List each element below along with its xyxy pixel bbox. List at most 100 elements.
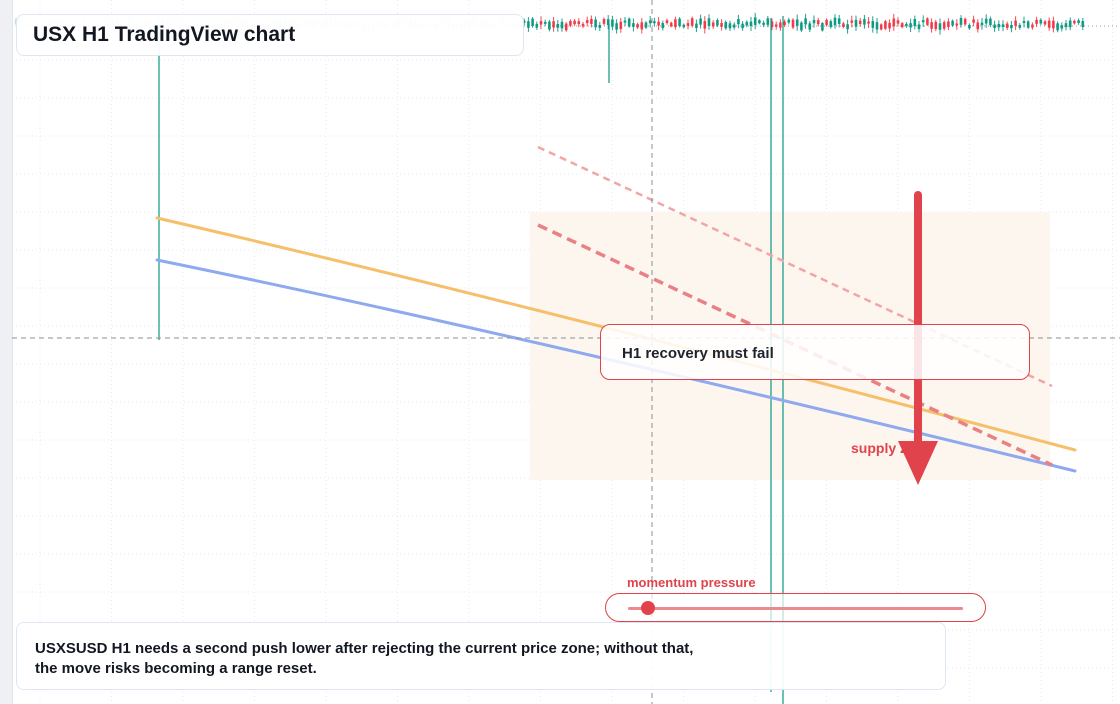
momentum-track-line: [628, 607, 963, 610]
candle-body: [934, 21, 938, 30]
candle-body: [753, 17, 757, 25]
candle-body: [980, 22, 984, 26]
candle-body: [779, 22, 782, 28]
candle-body: [951, 20, 954, 26]
candle-body: [812, 19, 816, 24]
candle-body: [758, 20, 761, 24]
candle-body: [833, 17, 837, 26]
supply-zone-label: supply zone: [851, 440, 932, 456]
candle-body: [774, 24, 778, 27]
candle-body: [787, 19, 791, 23]
trendline-lower: [537, 223, 1053, 467]
chart-title: USX H1 TradingView chart: [16, 14, 524, 56]
candle-body: [564, 23, 568, 31]
candle-body: [615, 23, 618, 30]
candle-body: [602, 18, 606, 24]
candle-body: [581, 23, 585, 27]
candle-body: [682, 24, 686, 28]
candle-body: [1018, 24, 1022, 28]
candle-body: [770, 21, 774, 28]
candle-body: [1064, 23, 1068, 28]
candle-body: [871, 20, 875, 28]
candle-body: [560, 21, 564, 29]
candle-body: [984, 18, 988, 24]
candle-body: [850, 20, 854, 23]
candle-body: [867, 21, 870, 24]
candle-body: [900, 23, 904, 28]
bearish-arrow-head: [898, 441, 938, 485]
candle-body: [884, 21, 887, 29]
candle-body: [829, 21, 833, 28]
candle-body: [632, 23, 635, 27]
candle-body: [640, 22, 644, 30]
recovery-callout: H1 recovery must fail: [600, 324, 1030, 380]
candle-body: [808, 23, 812, 30]
candle-body: [997, 23, 1001, 28]
candle-body: [1043, 21, 1047, 25]
candle-body: [14, 19, 18, 25]
candle-body: [947, 21, 950, 27]
candle-body: [577, 21, 581, 25]
candle-body: [968, 24, 971, 29]
candle-body: [686, 23, 690, 26]
candle-body: [1010, 25, 1013, 29]
candle-body: [531, 18, 534, 27]
candle-body: [669, 22, 673, 27]
candle-body: [804, 18, 807, 25]
candle-body: [552, 21, 555, 28]
candle-body: [1081, 21, 1085, 27]
candle-body: [959, 18, 963, 25]
candle-body: [665, 20, 669, 24]
candle-body: [783, 21, 786, 25]
candle-body: [695, 23, 698, 29]
candle-body: [930, 22, 933, 29]
candle-body: [905, 23, 908, 27]
candle-body: [926, 18, 929, 25]
left-toolbar-rail: [0, 0, 13, 704]
candle-body: [921, 20, 925, 23]
candle-body: [678, 18, 681, 26]
candle-body: [1047, 20, 1051, 28]
candle-body: [657, 21, 660, 26]
candle-body: [837, 18, 841, 24]
candle-body: [1031, 24, 1034, 28]
candle-body: [1052, 20, 1055, 29]
candle-body: [762, 22, 765, 25]
candle-body: [674, 19, 677, 27]
candle-body: [728, 23, 732, 29]
candle-body: [879, 24, 883, 30]
candle-body: [917, 24, 921, 29]
candle-body: [942, 22, 946, 29]
candle-body: [594, 19, 597, 28]
momentum-knob[interactable]: [641, 601, 656, 615]
candle-body: [648, 20, 652, 24]
candle-body: [741, 23, 744, 29]
candle-body: [888, 22, 891, 29]
candle-body: [732, 24, 736, 28]
candle-body: [800, 22, 803, 31]
candle-body: [556, 23, 560, 28]
candle-body: [976, 22, 980, 30]
candle-body: [1068, 20, 1072, 28]
candle-body: [875, 22, 879, 30]
momentum-slider[interactable]: [605, 593, 986, 622]
candle-body: [543, 21, 547, 24]
candle-body: [585, 20, 589, 24]
candle-body: [749, 21, 753, 27]
candle-body: [972, 19, 975, 23]
candle-body: [522, 20, 526, 23]
candle-body: [1026, 21, 1030, 28]
moving-average-fast: [155, 258, 1077, 473]
candle-body: [766, 18, 770, 25]
candle-body: [690, 18, 694, 26]
candle-body: [611, 19, 614, 27]
candle-body: [590, 18, 593, 25]
candle-body: [791, 19, 795, 28]
candle-body: [619, 21, 623, 29]
candle-body: [527, 21, 530, 28]
candle-body: [1022, 20, 1026, 24]
candle-body: [892, 18, 896, 27]
analysis-note-line-1: USXSUSD H1 needs a second push lower aft…: [35, 640, 694, 657]
candle-body: [573, 20, 576, 25]
candle-body: [989, 18, 992, 26]
